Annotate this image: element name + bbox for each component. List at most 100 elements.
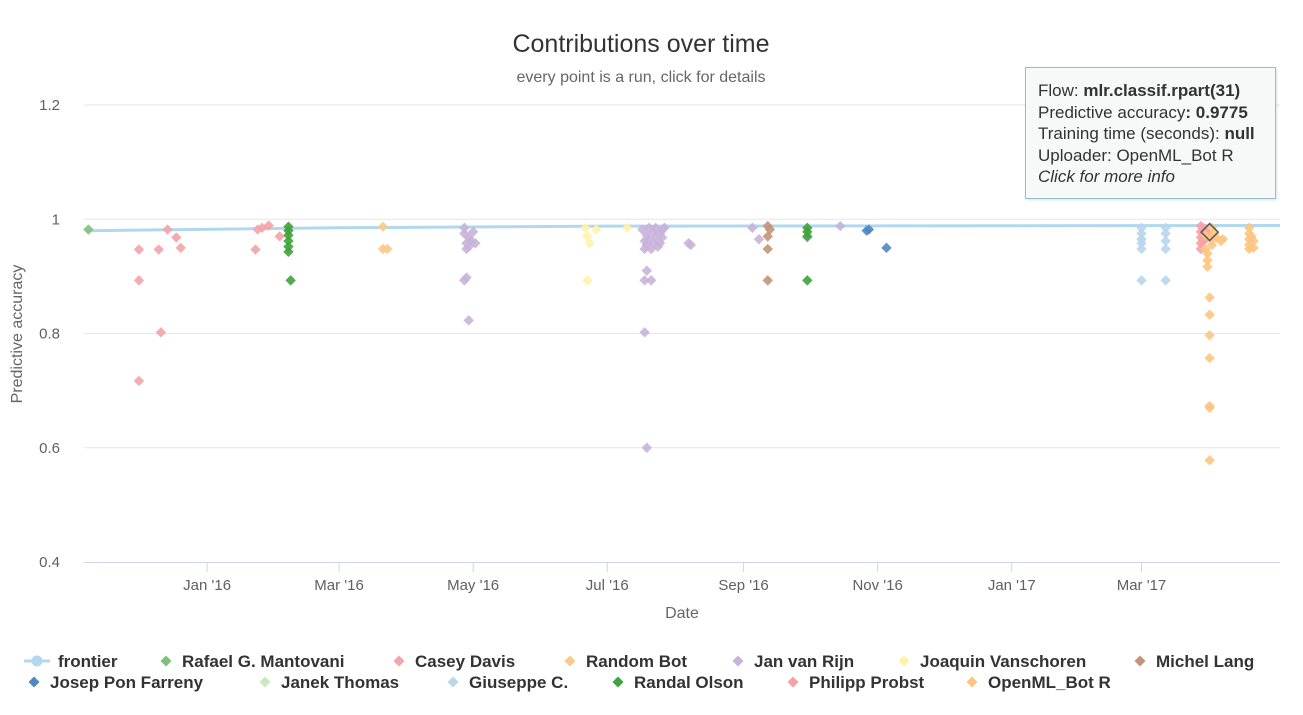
legend-item[interactable]: Joaquin Vanschoren (898, 652, 1087, 671)
series-joaquin-vanschoren[interactable] (580, 222, 633, 286)
data-point[interactable] (171, 232, 182, 243)
series-rafael-g-mantovani[interactable] (83, 224, 94, 235)
data-point[interactable] (1202, 261, 1213, 272)
series-michel-lang[interactable] (762, 220, 776, 286)
legend-item[interactable]: Rafael G. Mantovani (160, 652, 345, 671)
data-point[interactable] (1136, 238, 1147, 249)
series-openml-bot-r[interactable] (1200, 222, 1259, 466)
data-point[interactable] (1160, 275, 1171, 286)
data-point[interactable] (274, 231, 285, 242)
legend-item[interactable]: frontier (24, 652, 118, 671)
data-point[interactable] (155, 327, 167, 338)
legend-item[interactable]: Michel Lang (1134, 652, 1255, 671)
data-point[interactable] (753, 234, 765, 245)
data-point[interactable] (654, 228, 666, 239)
data-point[interactable] (659, 222, 670, 234)
legend-item[interactable]: Randal Olson (612, 673, 744, 692)
series-josep-pon-farreny[interactable] (861, 224, 892, 254)
series-layer[interactable] (83, 220, 1281, 466)
data-point[interactable] (584, 238, 595, 249)
data-point[interactable] (641, 265, 653, 276)
data-point[interactable] (641, 230, 653, 241)
data-point[interactable] (648, 226, 659, 238)
data-point[interactable] (1204, 309, 1215, 320)
series-random-bot[interactable] (377, 221, 393, 255)
legend-item[interactable]: OpenML_Bot R (966, 673, 1111, 692)
data-point[interactable] (1244, 222, 1255, 234)
data-point[interactable] (1136, 228, 1147, 239)
legend-item[interactable]: Jan van Rijn (732, 652, 855, 671)
legend-item[interactable]: Random Bot (564, 652, 688, 671)
data-point[interactable] (637, 224, 648, 235)
data-point[interactable] (685, 239, 696, 251)
data-point[interactable] (1204, 292, 1215, 303)
data-point[interactable] (1204, 402, 1215, 413)
series-jan-van-rijn[interactable] (459, 220, 846, 453)
data-point[interactable] (1160, 222, 1171, 234)
data-point[interactable] (643, 234, 655, 245)
data-point[interactable] (1204, 455, 1215, 466)
data-point[interactable] (580, 222, 591, 234)
data-point[interactable] (175, 242, 186, 254)
data-point[interactable] (463, 315, 474, 326)
data-point[interactable] (470, 238, 481, 249)
data-point[interactable] (1202, 255, 1213, 266)
data-point[interactable] (463, 232, 474, 243)
data-point[interactable] (1204, 352, 1215, 364)
data-point[interactable] (1136, 222, 1147, 234)
data-point[interactable] (133, 244, 145, 255)
data-point[interactable] (762, 275, 773, 286)
data-point[interactable] (802, 231, 813, 242)
data-point[interactable] (1136, 243, 1147, 255)
data-point[interactable] (467, 226, 479, 238)
data-point[interactable] (1160, 228, 1171, 239)
data-point[interactable] (650, 232, 661, 243)
data-point[interactable] (133, 375, 145, 387)
data-point[interactable] (639, 327, 650, 338)
data-point[interactable] (283, 235, 294, 247)
data-point[interactable] (83, 224, 94, 235)
data-point[interactable] (250, 244, 261, 255)
data-point[interactable] (641, 239, 653, 251)
data-point[interactable] (263, 220, 274, 231)
legend-item[interactable]: Josep Pon Farreny (28, 673, 204, 692)
data-point[interactable] (459, 275, 470, 286)
data-point[interactable] (747, 222, 758, 234)
data-point[interactable] (641, 442, 653, 453)
data-point[interactable] (1248, 235, 1259, 247)
data-point[interactable] (654, 238, 666, 249)
legend[interactable]: frontier Rafael G. Mantovani Casey Davis Ra… (24, 652, 1254, 692)
legend-item[interactable]: Giuseppe C. (447, 673, 569, 692)
data-point[interactable] (283, 230, 294, 241)
data-point[interactable] (648, 238, 659, 249)
data-point[interactable] (1211, 232, 1222, 243)
series-randal-olson[interactable] (283, 221, 813, 286)
data-point[interactable] (285, 275, 296, 286)
data-point[interactable] (162, 224, 173, 235)
legend-item[interactable]: Janek Thomas (259, 673, 400, 692)
data-point[interactable] (459, 222, 470, 234)
data-point[interactable] (582, 275, 593, 286)
data-point[interactable] (153, 244, 164, 255)
legend-item[interactable]: Casey Davis (393, 652, 516, 671)
data-point[interactable] (764, 224, 776, 235)
data-point[interactable] (863, 224, 875, 235)
legend-item[interactable]: Philipp Probst (787, 673, 925, 692)
data-point[interactable] (382, 243, 393, 255)
data-point[interactable] (1248, 242, 1259, 254)
data-point[interactable] (762, 243, 773, 255)
series-casey-davis[interactable] (133, 220, 285, 387)
data-point[interactable] (657, 232, 668, 243)
data-point[interactable] (646, 275, 657, 286)
data-point[interactable] (283, 246, 294, 258)
data-point[interactable] (1246, 231, 1257, 242)
data-point[interactable] (1136, 275, 1147, 286)
data-point[interactable] (459, 228, 470, 239)
data-point[interactable] (639, 275, 650, 286)
data-point[interactable] (377, 221, 389, 232)
series-giuseppe-c-[interactable] (1136, 222, 1171, 286)
data-point[interactable] (1200, 224, 1211, 235)
data-point[interactable] (1160, 243, 1171, 255)
data-point[interactable] (1217, 234, 1229, 245)
data-point[interactable] (802, 275, 813, 286)
